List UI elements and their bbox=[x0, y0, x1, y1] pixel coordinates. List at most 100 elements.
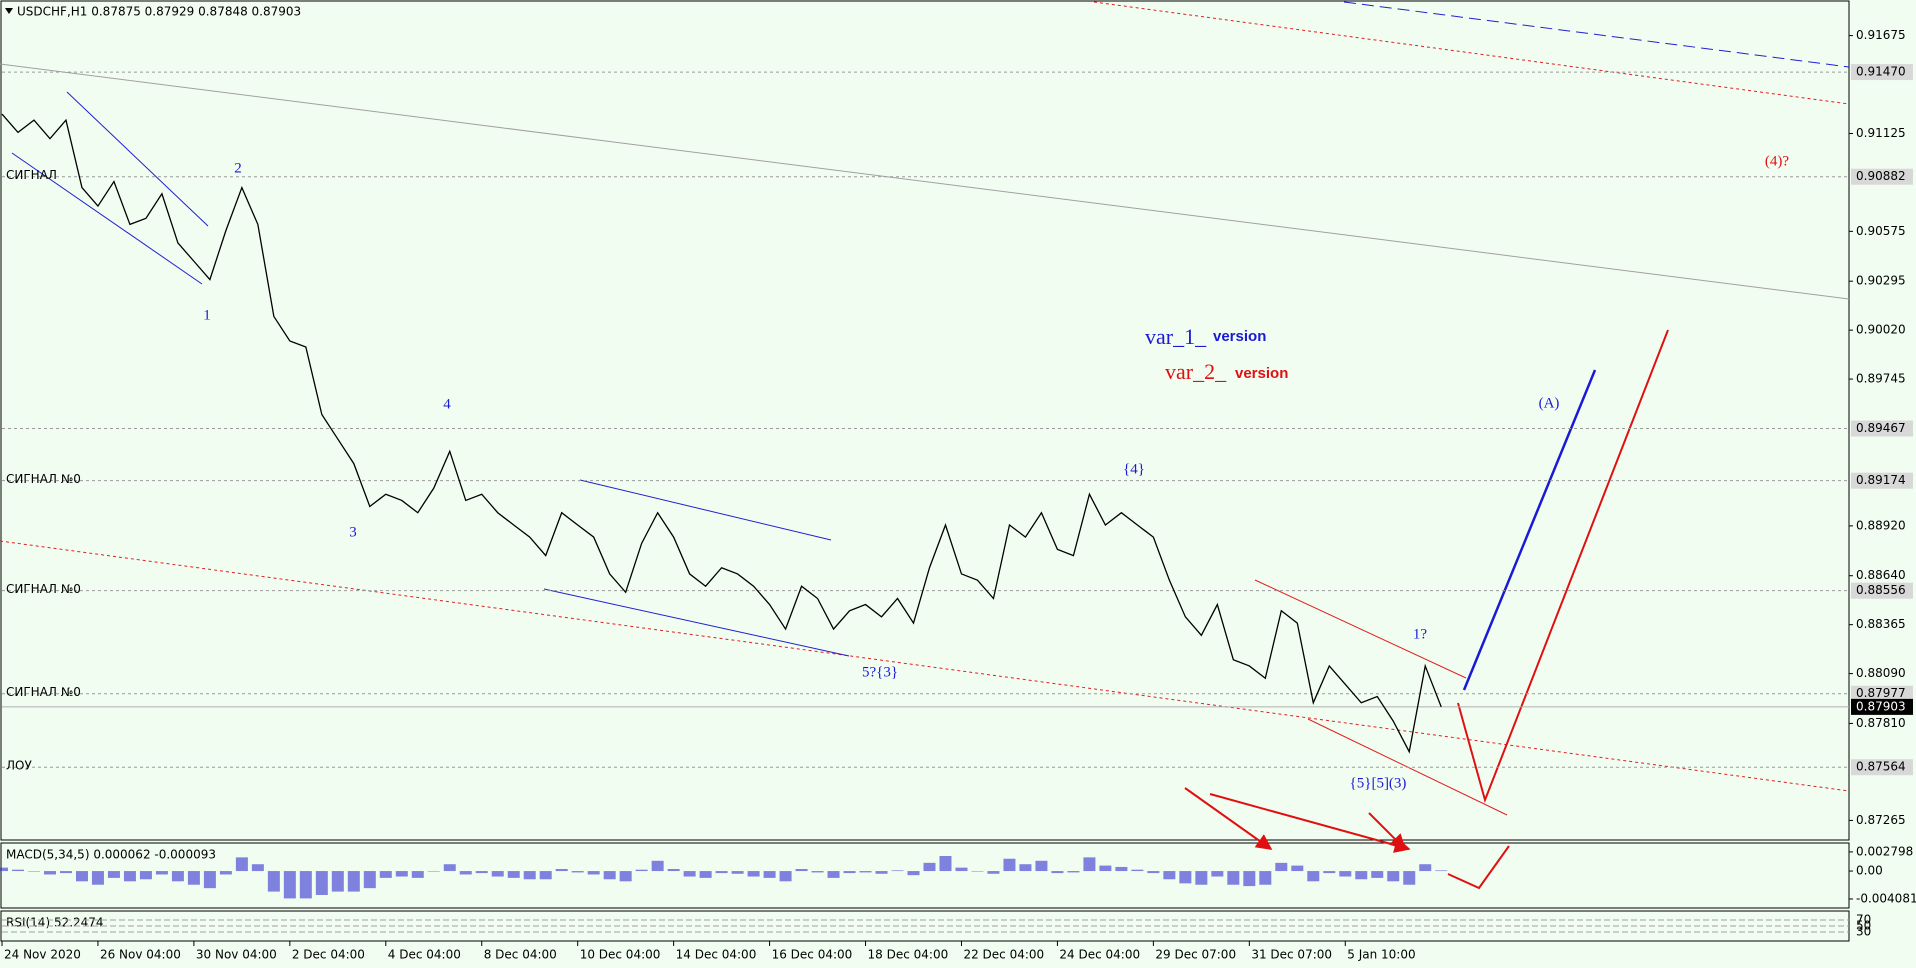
x-tick-label: 10 Dec 04:00 bbox=[580, 948, 661, 962]
level-name: СИГНАЛ №0 bbox=[6, 582, 81, 596]
variant-suffix: version bbox=[1213, 328, 1266, 345]
macd-bar bbox=[91, 871, 104, 885]
chart-title: USDCHF,H1 0.87875 0.87929 0.87848 0.8790… bbox=[17, 5, 301, 19]
macd-bar bbox=[379, 871, 392, 878]
wave-label: 2 bbox=[234, 160, 242, 176]
macd-bar bbox=[283, 871, 296, 899]
macd-bar bbox=[523, 871, 536, 880]
macd-bar bbox=[1387, 871, 1400, 882]
level-name: СИГНАЛ №0 bbox=[6, 685, 81, 699]
macd-bar bbox=[843, 871, 856, 874]
level-label-box bbox=[1851, 64, 1913, 81]
y-tick-label: 70 bbox=[1856, 913, 1871, 927]
level-name: СИГНАЛ bbox=[6, 168, 57, 182]
wave-label: 1 bbox=[203, 307, 211, 323]
y-tick-label: 50 bbox=[1856, 919, 1871, 933]
macd-bar bbox=[267, 871, 280, 892]
macd-bar bbox=[619, 871, 632, 882]
level-label-box bbox=[1851, 685, 1913, 702]
macd-bar bbox=[1323, 871, 1336, 874]
trendline bbox=[0, 63, 1850, 300]
macd-bar bbox=[907, 871, 920, 876]
collapse-icon bbox=[5, 8, 13, 14]
macd-bar bbox=[107, 871, 120, 878]
y-tick-label: 0.87810 bbox=[1856, 716, 1906, 730]
macd-bar bbox=[1227, 871, 1240, 885]
macd-bar bbox=[507, 871, 520, 878]
macd-bar bbox=[603, 871, 616, 880]
variant-label: var_1_ bbox=[1145, 324, 1207, 349]
macd-bar bbox=[1147, 871, 1160, 874]
macd-bar bbox=[891, 870, 904, 872]
x-tick-label: 24 Nov 2020 bbox=[4, 948, 81, 962]
macd-bar bbox=[139, 871, 152, 880]
x-tick-label: 8 Dec 04:00 bbox=[484, 948, 557, 962]
macd-bar bbox=[779, 871, 792, 882]
macd-projection bbox=[1447, 845, 1510, 890]
macd-bar bbox=[795, 869, 808, 872]
macd-bar bbox=[651, 860, 664, 872]
y-tick-label: 0.88090 bbox=[1856, 666, 1906, 680]
macd-bar bbox=[555, 869, 568, 872]
macd-bar bbox=[1179, 871, 1192, 884]
y-tick-label: 0.87265 bbox=[1856, 813, 1906, 827]
macd-bar bbox=[859, 871, 872, 873]
y-tick-label: 0.88920 bbox=[1856, 518, 1906, 532]
macd-bar bbox=[1339, 871, 1352, 877]
macd-bar bbox=[923, 862, 936, 872]
macd-bar bbox=[1195, 871, 1208, 885]
wave-label: (A) bbox=[1539, 395, 1560, 411]
y-tick-label: 0.90020 bbox=[1856, 323, 1906, 337]
macd-bar bbox=[1067, 871, 1080, 873]
x-tick-label: 5 Jan 10:00 bbox=[1347, 948, 1415, 962]
y-tick-label: 0.002798 bbox=[1856, 844, 1913, 858]
level-label: 0.89467 bbox=[1856, 421, 1906, 435]
level-name: СИГНАЛ №0 bbox=[6, 472, 81, 486]
macd-bar bbox=[1403, 871, 1416, 885]
macd-bar bbox=[1211, 871, 1224, 877]
level-label-box bbox=[1851, 168, 1913, 185]
level-label: 0.87564 bbox=[1856, 760, 1906, 774]
macd-bar bbox=[635, 869, 648, 872]
y-tick-label: 0.88640 bbox=[1856, 568, 1906, 582]
x-tick-label: 2 Dec 04:00 bbox=[292, 948, 365, 962]
macd-bar bbox=[27, 871, 40, 872]
macd-bar bbox=[75, 871, 88, 882]
level-label: 0.91470 bbox=[1856, 65, 1906, 79]
macd-bar bbox=[1115, 866, 1128, 872]
trendline bbox=[0, 540, 1850, 792]
last-price-label: 0.87903 bbox=[1856, 699, 1906, 713]
level-label: 0.89174 bbox=[1856, 473, 1906, 487]
y-tick-label: 0.90575 bbox=[1856, 224, 1906, 238]
macd-bar bbox=[1259, 871, 1272, 885]
macd-bar bbox=[971, 871, 984, 872]
projection-var1 bbox=[1462, 369, 1597, 691]
level-label-box bbox=[1851, 759, 1913, 776]
macd-title: MACD(5,34,5) 0.000062 -0.000093 bbox=[6, 848, 216, 862]
macd-bar bbox=[1275, 862, 1288, 872]
macd-bar bbox=[1291, 865, 1304, 872]
macd-bar bbox=[683, 871, 696, 877]
macd-bar bbox=[763, 871, 776, 878]
macd-bar bbox=[331, 871, 344, 892]
macd-bar bbox=[875, 871, 888, 874]
wave-label: {5}[5](3) bbox=[1350, 775, 1407, 791]
macd-frame bbox=[0, 842, 1850, 909]
macd-bar bbox=[539, 871, 552, 880]
x-tick-label: 26 Nov 04:00 bbox=[100, 948, 181, 962]
macd-bar bbox=[155, 871, 168, 875]
macd-bar bbox=[1019, 864, 1032, 872]
level-label-box bbox=[1851, 582, 1913, 599]
y-tick-label: 0.90295 bbox=[1856, 274, 1906, 288]
macd-bar bbox=[123, 871, 136, 882]
divergence-arrow bbox=[1209, 793, 1411, 853]
level-label-box bbox=[1851, 472, 1913, 489]
macd-bar bbox=[443, 864, 456, 872]
main-frame bbox=[0, 0, 1850, 841]
macd-bar bbox=[587, 871, 600, 875]
divergence-arrow bbox=[1184, 787, 1273, 850]
macd-bar bbox=[299, 871, 312, 899]
divergence-arrow bbox=[1368, 812, 1407, 851]
y-tick-label: 0.89745 bbox=[1856, 372, 1906, 386]
channel-line bbox=[11, 152, 203, 285]
